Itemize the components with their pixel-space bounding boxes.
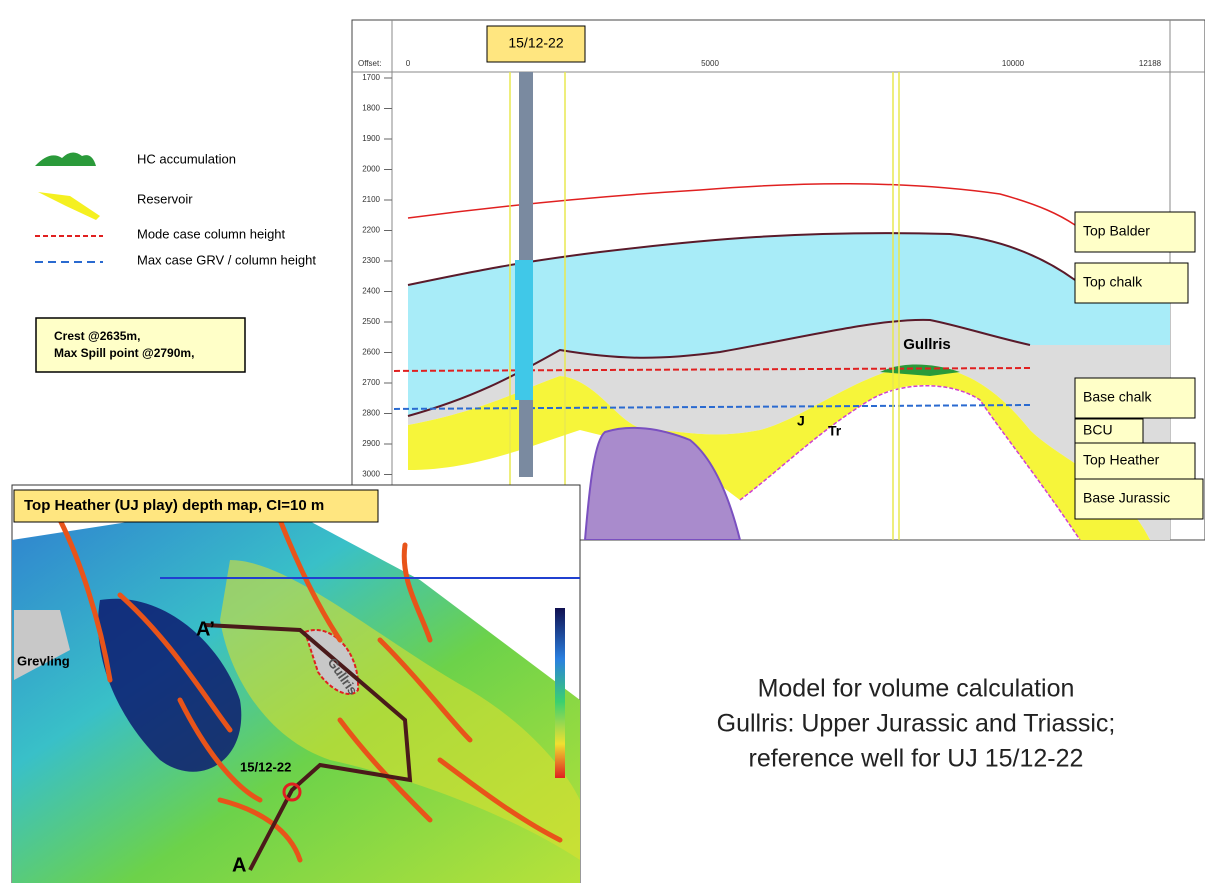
horizon-label: Top chalk xyxy=(1083,274,1143,290)
tr-label: Tr xyxy=(828,423,842,439)
color-bar xyxy=(555,608,565,778)
caption-line: Gullris: Upper Jurassic and Triassic; xyxy=(717,710,1116,738)
map-label: Grevling xyxy=(17,653,70,668)
depth-tick: 2800 xyxy=(362,409,380,418)
legend-item: Mode case column height xyxy=(137,226,286,241)
offset-tick: 5000 xyxy=(701,59,719,68)
well-name: 15/12-22 xyxy=(508,35,563,51)
hc-icon xyxy=(35,152,96,166)
well-log-chalk xyxy=(515,260,533,400)
legend-item: Reservoir xyxy=(137,191,193,206)
offset-tick: 12188 xyxy=(1139,59,1162,68)
legend-item: HC accumulation xyxy=(137,151,236,166)
offset-tick: 0 xyxy=(406,59,411,68)
caption-line: reference well for UJ 15/12-22 xyxy=(749,745,1084,773)
depth-tick: 2600 xyxy=(362,348,380,357)
depth-tick: 2200 xyxy=(362,226,380,235)
depth-tick: 2700 xyxy=(362,378,380,387)
caption-line: Model for volume calculation xyxy=(758,675,1075,703)
horizon-label: Top Heather xyxy=(1083,452,1160,468)
depth-tick: 2400 xyxy=(362,287,380,296)
offset-tick: 10000 xyxy=(1002,59,1025,68)
reservoir-icon xyxy=(38,192,100,220)
depth-tick: 2100 xyxy=(362,195,380,204)
legend-item: Max case GRV / column height xyxy=(137,252,316,267)
depth-tick: 2900 xyxy=(362,439,380,448)
depth-tick: 3000 xyxy=(362,470,380,479)
note-line: Max Spill point @2790m, xyxy=(54,346,194,360)
depth-tick: 1900 xyxy=(362,134,380,143)
note-line: Crest @2635m, xyxy=(54,329,140,343)
horizon-label: Base Jurassic xyxy=(1083,490,1170,506)
cross-section: Offset: 0 5000 10000 12188 1700 1800 1900 2… xyxy=(352,20,1205,540)
horizon-label: Top Balder xyxy=(1083,223,1150,239)
map-label: A xyxy=(232,854,246,876)
gullris-label: Gullris xyxy=(903,336,951,353)
horizon-label: BCU xyxy=(1083,422,1113,438)
depth-tick: 2500 xyxy=(362,317,380,326)
offset-label: Offset: xyxy=(358,59,381,68)
map-title: Top Heather (UJ play) depth map, CI=10 m xyxy=(24,497,324,514)
horizon-label: Base chalk xyxy=(1083,389,1152,405)
map-label: 15/12-22 xyxy=(240,759,291,774)
note-box xyxy=(36,318,245,372)
depth-tick: 1800 xyxy=(362,104,380,113)
depth-tick: 1700 xyxy=(362,73,380,82)
depth-tick: 2300 xyxy=(362,256,380,265)
depth-map: Top Heather (UJ play) depth map, CI=10 m… xyxy=(12,485,580,883)
j-label: J xyxy=(797,413,805,429)
map-label: A’ xyxy=(196,618,215,640)
depth-tick: 2000 xyxy=(362,165,380,174)
slide: HC accumulation Reservoir Mode case colu… xyxy=(0,0,1205,883)
